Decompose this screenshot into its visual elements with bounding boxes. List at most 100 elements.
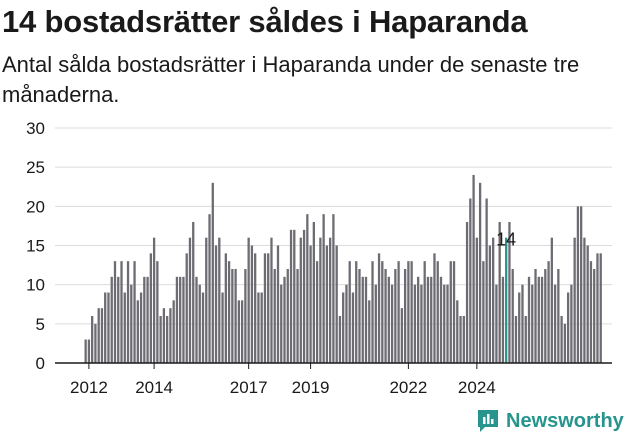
bar <box>315 261 319 363</box>
bar <box>263 253 267 363</box>
bar <box>358 269 361 363</box>
bar-highlight <box>505 237 508 363</box>
bar <box>381 261 384 363</box>
bar <box>560 316 563 363</box>
bar <box>557 269 560 363</box>
bar <box>293 229 296 363</box>
bar <box>413 284 417 363</box>
bar <box>113 261 117 363</box>
bar <box>553 284 557 363</box>
bar <box>227 261 231 363</box>
bar <box>257 292 260 363</box>
bar <box>250 245 254 363</box>
bar <box>407 261 410 363</box>
bar <box>211 182 214 363</box>
bar <box>130 284 133 363</box>
bar <box>348 261 351 363</box>
bar <box>332 214 335 363</box>
bar <box>179 276 182 363</box>
y-tick-label: 0 <box>36 354 45 373</box>
bar <box>436 261 439 363</box>
x-tick-label: 2014 <box>135 378 173 397</box>
bar <box>296 269 299 363</box>
bar <box>286 269 289 363</box>
bar <box>345 284 348 363</box>
x-tick-label: 2017 <box>230 378 268 397</box>
bar <box>237 300 241 363</box>
bar <box>146 276 149 363</box>
bar <box>117 276 120 363</box>
bar <box>547 261 550 363</box>
bar <box>325 245 329 363</box>
bar <box>371 261 374 363</box>
bar <box>462 316 465 363</box>
bar <box>156 261 159 363</box>
y-tick-label: 25 <box>26 158 45 177</box>
bar <box>175 276 179 363</box>
bar <box>136 300 139 363</box>
bar <box>299 237 302 363</box>
bar <box>456 300 459 363</box>
bar <box>472 175 475 363</box>
bar <box>231 269 234 363</box>
bar <box>351 292 355 363</box>
bar <box>361 276 364 363</box>
bar <box>377 253 381 363</box>
newsworthy-logo: Newsworthy <box>476 406 624 436</box>
bar <box>443 284 446 363</box>
bar <box>244 269 247 363</box>
bar <box>185 253 188 363</box>
bar <box>283 276 286 363</box>
bar <box>221 292 224 363</box>
bar <box>566 292 570 363</box>
bar <box>573 237 576 363</box>
x-axis-ticks: 2012 2014 2017 2019 2022 2024 <box>70 363 496 397</box>
bar <box>586 245 589 363</box>
bar <box>94 323 97 363</box>
bar <box>312 222 315 363</box>
bar <box>182 276 185 363</box>
bar <box>143 276 146 363</box>
bar <box>169 308 172 363</box>
bar <box>188 237 192 363</box>
bar <box>273 269 276 363</box>
bar <box>214 245 218 363</box>
bar <box>410 261 413 363</box>
bar-chart: 0 5 10 15 20 25 30 2012 2014 2017 2019 2022 2024 14 <box>26 119 612 397</box>
y-tick-label: 5 <box>36 315 45 334</box>
bar <box>593 269 596 363</box>
bar <box>524 316 527 363</box>
bar <box>234 269 237 363</box>
bar <box>368 300 371 363</box>
bar <box>260 292 263 363</box>
bar <box>521 284 524 363</box>
bar <box>205 237 208 363</box>
bar <box>87 339 91 363</box>
bar <box>247 237 250 363</box>
bar <box>374 284 377 363</box>
bar <box>166 316 169 363</box>
bar <box>390 284 394 363</box>
bar <box>218 237 221 363</box>
bar <box>488 245 492 363</box>
bar <box>482 261 485 363</box>
bar <box>322 214 325 363</box>
bar <box>492 237 495 363</box>
newsworthy-logo-text: Newsworthy <box>506 409 624 432</box>
bar <box>355 261 358 363</box>
bar <box>270 237 273 363</box>
bar <box>452 261 456 363</box>
bar <box>107 292 110 363</box>
bar <box>267 253 270 363</box>
bar <box>433 253 436 363</box>
bar <box>501 276 505 363</box>
y-tick-label: 15 <box>26 237 45 256</box>
bar <box>338 316 342 363</box>
bar <box>459 316 462 363</box>
bar <box>589 261 593 363</box>
x-tick-label: 2024 <box>458 378 496 397</box>
bar <box>439 276 443 363</box>
y-tick-label: 20 <box>26 197 45 216</box>
bar <box>599 253 602 363</box>
bar <box>254 253 257 363</box>
